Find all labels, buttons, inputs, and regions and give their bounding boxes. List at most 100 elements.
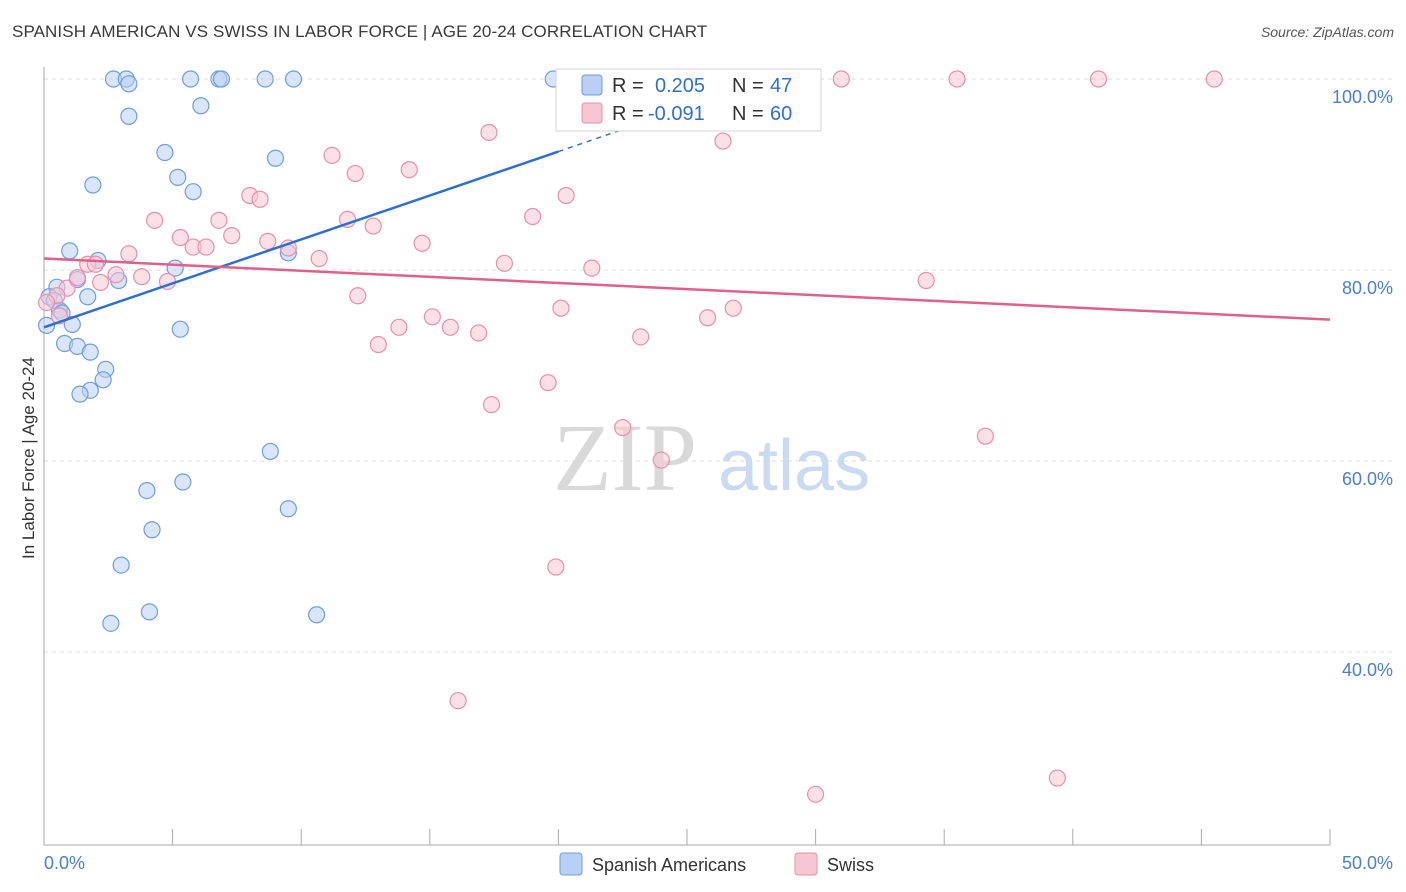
point-swiss xyxy=(632,328,650,346)
point-spanish-american xyxy=(212,70,231,88)
point-swiss xyxy=(413,234,431,252)
x-tick-label-max: 50.0% xyxy=(1342,853,1393,873)
legend-bottom-swatch-blue xyxy=(559,852,583,876)
legend-n-value-1: 47 xyxy=(770,75,792,97)
point-swiss xyxy=(1089,70,1108,88)
point-swiss xyxy=(806,785,825,803)
point-swiss xyxy=(400,161,418,179)
point-swiss xyxy=(1205,70,1223,88)
point-swiss xyxy=(107,266,125,284)
point-spanish-american xyxy=(140,603,159,621)
trend-line-spanish-americans xyxy=(43,150,559,329)
point-swiss xyxy=(390,318,408,336)
legend-n-value-2: 60 xyxy=(770,103,792,125)
point-swiss xyxy=(948,70,966,88)
point-swiss xyxy=(547,558,565,576)
point-swiss xyxy=(86,255,105,273)
point-swiss xyxy=(259,232,277,250)
point-spanish-american xyxy=(184,183,202,201)
point-swiss xyxy=(223,227,241,245)
point-spanish-american xyxy=(192,97,210,115)
legend-r-value-2: -0.091 xyxy=(648,103,705,125)
trend-line-swiss xyxy=(43,257,1331,321)
point-swiss xyxy=(583,259,601,277)
source-credit: Source: ZipAtlas.com xyxy=(1260,24,1394,40)
point-swiss xyxy=(197,238,215,256)
point-swiss xyxy=(495,254,513,272)
legend-bottom-swatch-pink xyxy=(794,852,818,876)
point-spanish-american xyxy=(266,149,285,167)
legend-bottom: Spanish Americans Swiss xyxy=(559,852,874,876)
point-spanish-american xyxy=(284,70,303,88)
point-swiss xyxy=(68,269,87,287)
legend-bottom-label-swiss: Swiss xyxy=(827,855,874,875)
legend-r-label-1: R = xyxy=(612,75,644,97)
legend-top: R = 0.205 N = 47 R = -0.091 N = 60 xyxy=(555,68,822,132)
legend-r-label-2: R = xyxy=(612,103,644,125)
y-tick-label: 100.0% xyxy=(1332,87,1393,107)
legend-n-label-1: N = xyxy=(732,75,764,97)
point-swiss xyxy=(423,308,441,326)
point-spanish-american xyxy=(102,614,120,632)
legend-swatch-pink xyxy=(581,102,603,124)
point-swiss xyxy=(539,374,557,392)
point-swiss xyxy=(614,418,632,437)
series-swiss xyxy=(37,70,1223,803)
y-tick-label: 80.0% xyxy=(1342,278,1393,298)
axes xyxy=(43,67,1331,846)
point-spanish-american xyxy=(261,442,279,461)
y-axis-label: In Labor Force | Age 20-24 xyxy=(19,357,38,559)
point-swiss xyxy=(210,211,228,229)
trend-lines xyxy=(43,115,1331,329)
watermark-atlas: atlas xyxy=(718,426,870,506)
point-swiss xyxy=(1048,769,1066,787)
point-swiss xyxy=(251,190,269,208)
point-swiss xyxy=(310,249,328,268)
point-spanish-american xyxy=(174,473,192,491)
point-swiss xyxy=(482,396,501,414)
point-swiss xyxy=(724,299,742,317)
point-spanish-american xyxy=(169,168,187,186)
point-spanish-american xyxy=(120,75,138,93)
legend-swatch-blue xyxy=(581,74,603,96)
point-swiss xyxy=(349,287,367,305)
y-tick-labels: 40.0% 60.0% 80.0% 100.0% xyxy=(1332,87,1393,680)
point-spanish-american xyxy=(81,343,99,361)
legend-n-label-2: N = xyxy=(732,103,764,125)
point-spanish-american xyxy=(138,482,156,500)
point-swiss xyxy=(480,123,498,142)
point-swiss xyxy=(369,335,387,354)
point-swiss xyxy=(120,245,138,263)
point-spanish-american xyxy=(143,521,161,539)
x-tick-label-min: 0.0% xyxy=(44,853,85,873)
series-spanish-americans xyxy=(37,70,562,632)
point-swiss xyxy=(652,451,670,469)
point-swiss xyxy=(441,318,459,336)
point-swiss xyxy=(133,268,151,286)
point-spanish-american xyxy=(120,107,138,125)
legend-bottom-label-spanish-americans: Spanish Americans xyxy=(592,855,746,875)
point-swiss xyxy=(346,164,364,183)
point-spanish-american xyxy=(182,70,200,88)
point-spanish-american xyxy=(61,242,79,260)
point-swiss xyxy=(552,299,570,317)
chart-title: SPANISH AMERICAN VS SWISS IN LABOR FORCE… xyxy=(12,22,708,41)
point-swiss xyxy=(714,132,732,150)
point-swiss xyxy=(557,186,575,205)
point-spanish-american xyxy=(308,606,326,624)
point-spanish-american xyxy=(112,556,130,574)
point-swiss xyxy=(976,427,994,445)
point-swiss xyxy=(917,271,935,290)
point-spanish-american xyxy=(171,320,189,338)
point-swiss xyxy=(37,293,56,312)
legend-r-value-1: 0.205 xyxy=(655,75,705,97)
point-swiss xyxy=(449,692,467,710)
point-swiss xyxy=(698,309,717,327)
point-swiss xyxy=(323,146,341,164)
point-spanish-american xyxy=(279,500,297,518)
point-swiss xyxy=(524,207,542,226)
y-tick-label: 40.0% xyxy=(1342,660,1393,680)
point-swiss xyxy=(145,211,164,229)
point-spanish-american xyxy=(79,288,97,306)
